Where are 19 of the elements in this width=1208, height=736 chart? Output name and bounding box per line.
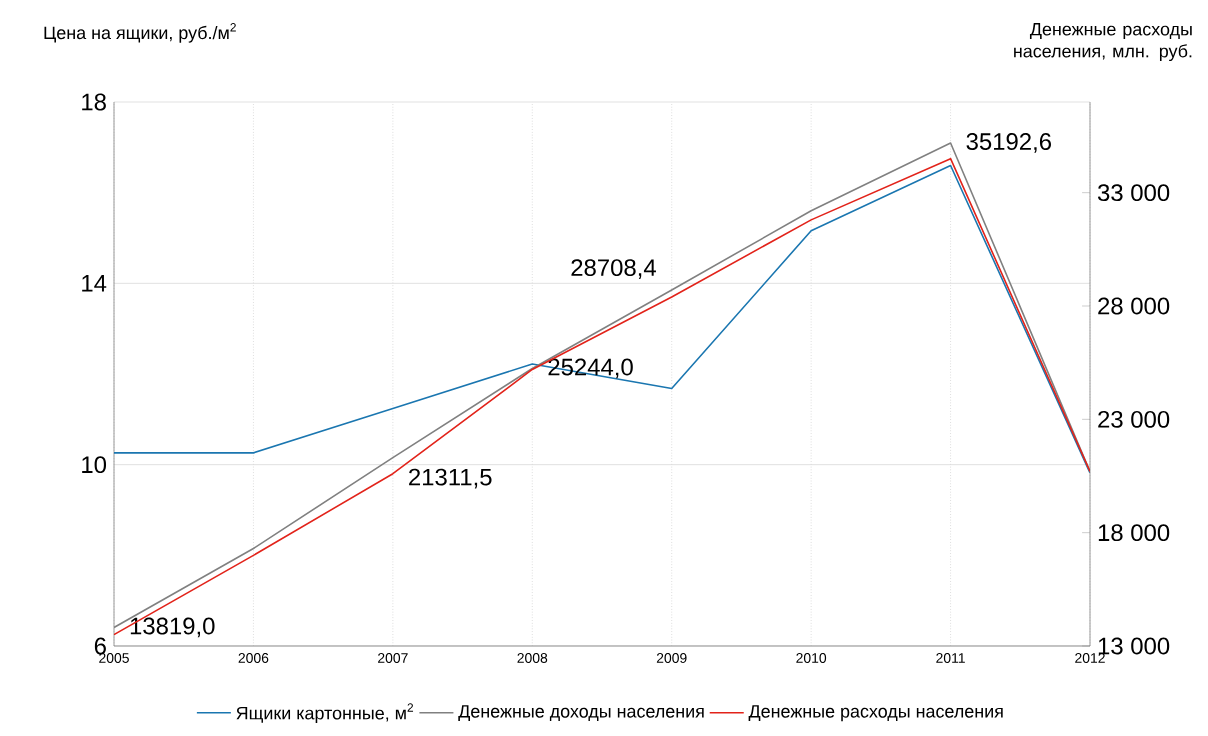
y-tick-label: 14 xyxy=(82,275,107,292)
data-label: 28708,4 xyxy=(571,259,656,279)
y2-tick-label: 33 000 xyxy=(1097,184,1170,202)
legend-label: Денежные доходы населения xyxy=(458,705,704,722)
data-label: 21311,5 xyxy=(409,468,492,489)
y2-tick-label: 28 000 xyxy=(1098,297,1170,315)
data-label: 35192,6 xyxy=(966,133,1051,153)
data-label: 25244,0 xyxy=(548,358,633,379)
legend-label: Ящики картонные, м$^{2}$ xyxy=(236,703,414,724)
y2-tick-label: 23 000 xyxy=(1098,410,1170,428)
y2-tick-label: 18 000 xyxy=(1098,524,1170,542)
y-tick-label: 18 xyxy=(82,93,106,111)
y-tick-label: 6 xyxy=(94,637,106,655)
data-label: 13819,0 xyxy=(130,617,215,638)
y2-tick-label: 13 000 xyxy=(1098,637,1170,655)
legend-label: Денежные расходы населения xyxy=(748,705,1003,722)
y2-axis-title: Денежные расходы населения, млн. руб. xyxy=(1014,23,1192,61)
y-axis-title: Цена на ящики, руб./м$^{2}$ xyxy=(44,23,236,43)
y-tick-label: 10 xyxy=(82,456,107,474)
